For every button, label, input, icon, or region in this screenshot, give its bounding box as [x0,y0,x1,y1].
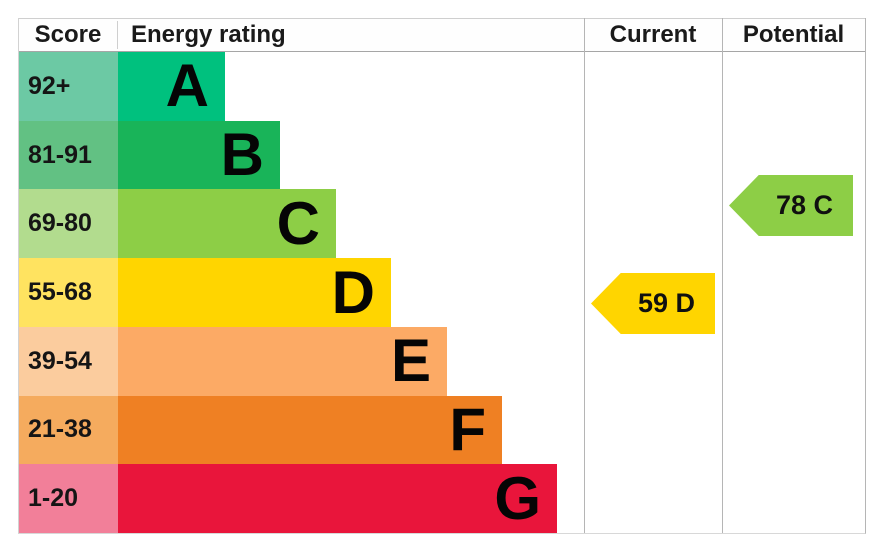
rating-bar: B [118,120,280,190]
band-row: 39-54 E [19,326,865,396]
epc-table: Score Energy rating Current Potential 92… [18,18,866,534]
rating-letter: F [449,395,486,463]
band-row: 81-91 B [19,120,865,190]
score-cell: 55-68 [19,258,118,327]
header-score: Score [19,21,118,49]
potential-marker: 78 C [729,175,853,236]
rating-letter: E [390,327,431,395]
current-marker-label: 59 D [637,288,696,318]
score-range-label: 92+ [28,71,71,100]
rating-bar: A [118,52,225,121]
potential-marker-label: 78 C [775,190,834,220]
score-cell: 21-38 [19,395,118,465]
score-cell: 92+ [19,52,118,121]
band-row: 55-68 D [19,258,865,327]
score-range-label: 21-38 [28,415,92,444]
header-current: Current [609,21,697,48]
rating-letter: D [331,258,375,326]
band-row: 69-80 C [19,189,865,259]
rating-bar: D [118,258,391,327]
rating-letter: G [494,464,541,532]
score-cell: 81-91 [19,120,118,190]
score-range-label: 55-68 [28,278,92,307]
rating-bar: E [118,326,447,396]
header-potential: Potential [742,21,845,48]
score-cell: 1-20 [19,464,118,534]
score-cell: 69-80 [19,189,118,259]
score-range-label: 1-20 [28,484,79,513]
rating-letter: C [276,189,320,257]
band-rows: 92+ A 81-91 B 69-80 C 55-68 D 39-54 [19,52,865,534]
divider-potential-column [722,18,723,533]
score-range-label: 39-54 [28,346,92,375]
band-row: 21-38 F [19,395,865,465]
rating-bar: C [118,189,336,259]
score-range-label: 69-80 [28,209,92,238]
rating-bar: G [118,464,557,534]
rating-letter: B [220,121,264,189]
band-row: 1-20 G [19,464,865,534]
score-cell: 39-54 [19,326,118,396]
rating-bar: F [118,395,502,465]
header-energy-rating: Energy rating [131,21,286,48]
score-range-label: 81-91 [28,140,92,169]
current-marker: 59 D [591,273,715,334]
band-row: 92+ A [19,52,865,121]
divider-current-column [584,18,585,533]
rating-letter: A [165,52,209,120]
table-header: Score Energy rating Current Potential [19,18,865,52]
